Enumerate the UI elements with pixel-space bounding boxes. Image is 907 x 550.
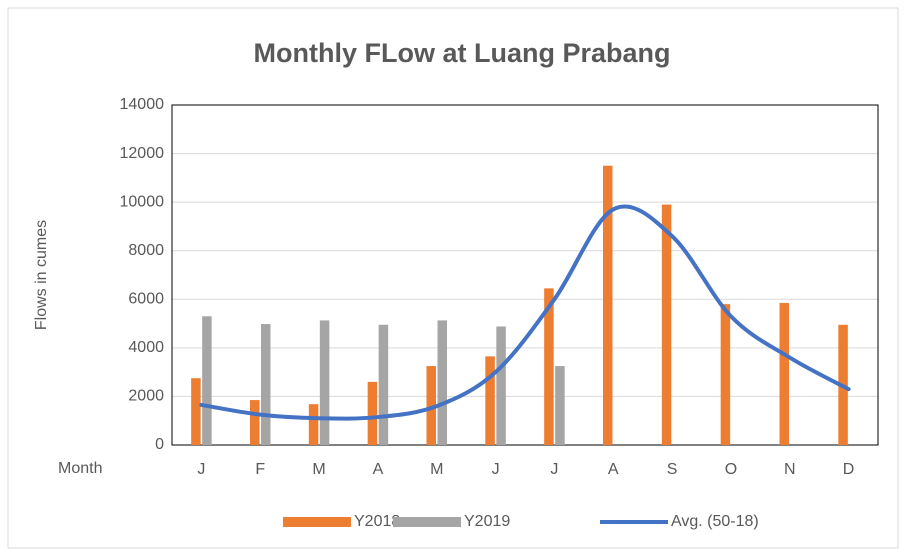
legend-swatch — [283, 517, 351, 527]
x-tick-label: J — [550, 461, 558, 478]
legend-swatch — [393, 517, 461, 527]
x-tick-label: O — [725, 461, 737, 478]
plot-border — [171, 104, 879, 446]
legend-label: Avg. (50-18) — [671, 513, 759, 530]
chart-title: Monthly FLow at Luang Prabang — [254, 38, 671, 68]
bar — [485, 356, 495, 445]
bar — [308, 404, 319, 445]
y-tick-label: 0 — [155, 436, 164, 453]
y-tick-label: 10000 — [120, 193, 165, 210]
x-axis-label: Month — [58, 460, 102, 477]
line — [199, 204, 851, 421]
bar — [496, 326, 506, 445]
y-tick-label: 4000 — [128, 339, 164, 356]
y-tick-label: 8000 — [128, 242, 164, 259]
bar — [779, 302, 789, 445]
bar — [191, 378, 201, 445]
x-tick-label: S — [667, 461, 678, 478]
bar — [202, 316, 212, 445]
bar — [319, 320, 330, 445]
chart-frame — [7, 7, 899, 549]
legend-label: Y2018 — [354, 513, 400, 530]
bar — [720, 304, 731, 445]
y-tick-label: 12000 — [120, 145, 165, 162]
x-tick-label: J — [492, 461, 500, 478]
y-tick-label: 14000 — [120, 96, 165, 113]
bar — [426, 366, 436, 445]
x-tick-label: J — [197, 461, 205, 478]
x-tick-label: M — [312, 461, 325, 478]
x-tick-label: D — [843, 461, 855, 478]
x-tick-label: M — [430, 461, 443, 478]
legend-label: Y2019 — [464, 513, 510, 530]
x-tick-label: F — [255, 461, 265, 478]
bar — [544, 288, 554, 445]
bar — [261, 324, 271, 445]
y-axis-label: Flows in cumes — [33, 220, 50, 330]
bar — [250, 400, 260, 445]
x-tick-label: N — [784, 461, 796, 478]
bar — [437, 320, 447, 445]
bar — [367, 381, 378, 445]
x-tick-label: A — [373, 461, 384, 478]
x-tick-label: A — [608, 461, 619, 478]
bar — [661, 204, 672, 445]
bar — [603, 165, 613, 445]
bar — [378, 324, 389, 445]
y-tick-label: 2000 — [128, 388, 164, 405]
y-tick-label: 6000 — [128, 291, 164, 308]
bar — [555, 366, 565, 445]
